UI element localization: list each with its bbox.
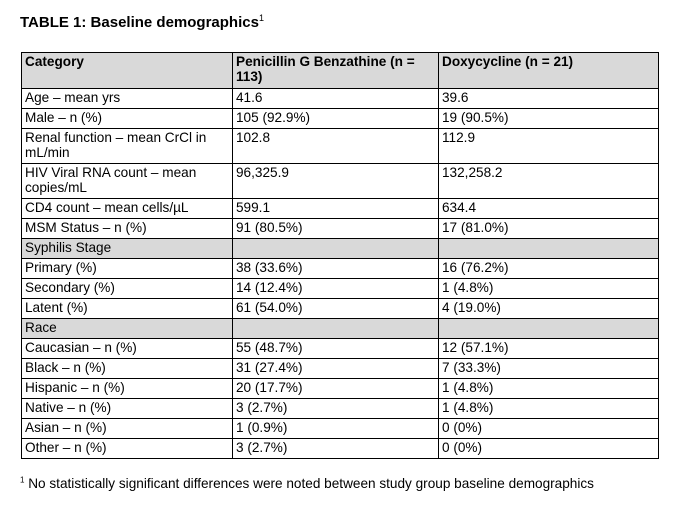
cell-category: CD4 count – mean cells/µL [21, 198, 233, 219]
cell-penicillin: 599.1 [232, 198, 439, 219]
table-title: TABLE 1: Baseline demographics1 [20, 13, 264, 32]
header-row: Category Penicillin G Benzathine (n = 11… [21, 52, 659, 89]
table-row: HIV Viral RNA count – mean copies/mL 96,3… [21, 163, 659, 199]
column-header-doxycycline: Doxycycline (n = 21) [438, 52, 659, 89]
table-row: Latent (%) 61 (54.0%) 4 (19.0%) [21, 298, 659, 319]
cell-doxycycline: 17 (81.0%) [438, 218, 659, 239]
section-row: Race [21, 318, 659, 339]
demographics-table: Category Penicillin G Benzathine (n = 11… [21, 52, 659, 459]
section-row: Syphilis Stage [21, 238, 659, 259]
cell-category: Other – n (%) [21, 438, 233, 459]
cell-doxycycline: 0 (0%) [438, 418, 659, 439]
cell-penicillin: 3 (2.7%) [232, 398, 439, 419]
cell-category: HIV Viral RNA count – mean copies/mL [21, 163, 233, 199]
footnote-text: No statistically significant differences… [28, 476, 594, 491]
cell-penicillin: 1 (0.9%) [232, 418, 439, 439]
table-row: Other – n (%) 3 (2.7%) 0 (0%) [21, 438, 659, 459]
cell-penicillin: 55 (48.7%) [232, 338, 439, 359]
column-header-category: Category [21, 52, 233, 89]
cell-penicillin [232, 238, 439, 259]
table-row: Primary (%) 38 (33.6%) 16 (76.2%) [21, 258, 659, 279]
table-row: Hispanic – n (%) 20 (17.7%) 1 (4.8%) [21, 378, 659, 399]
cell-doxycycline: 12 (57.1%) [438, 338, 659, 359]
cell-penicillin: 20 (17.7%) [232, 378, 439, 399]
cell-doxycycline: 1 (4.8%) [438, 378, 659, 399]
cell-category: Syphilis Stage [21, 238, 233, 259]
cell-category: Age – mean yrs [21, 88, 233, 109]
table-row: MSM Status – n (%) 91 (80.5%) 17 (81.0%) [21, 218, 659, 239]
cell-doxycycline: 1 (4.8%) [438, 398, 659, 419]
cell-penicillin: 14 (12.4%) [232, 278, 439, 299]
cell-doxycycline [438, 318, 659, 339]
cell-doxycycline: 39.6 [438, 88, 659, 109]
cell-category: Asian – n (%) [21, 418, 233, 439]
cell-doxycycline: 1 (4.8%) [438, 278, 659, 299]
cell-doxycycline [438, 238, 659, 259]
table-body: Age – mean yrs 41.6 39.6 Male – n (%) 105 (9… [21, 88, 659, 459]
table-row: Renal function – mean CrCl in mL/min 102.… [21, 128, 659, 164]
cell-doxycycline: 0 (0%) [438, 438, 659, 459]
footnote: 1 No statistically significant differenc… [20, 473, 640, 494]
column-header-penicillin: Penicillin G Benzathine (n = 113) [232, 52, 439, 89]
cell-category: Hispanic – n (%) [21, 378, 233, 399]
cell-doxycycline: 132,258.2 [438, 163, 659, 199]
cell-penicillin: 31 (27.4%) [232, 358, 439, 379]
table-row: CD4 count – mean cells/µL 599.1 634.4 [21, 198, 659, 219]
table-row: Asian – n (%) 1 (0.9%) 0 (0%) [21, 418, 659, 439]
title-footnote-marker: 1 [258, 13, 264, 23]
cell-penicillin: 102.8 [232, 128, 439, 164]
cell-category: Renal function – mean CrCl in mL/min [21, 128, 233, 164]
cell-penicillin: 91 (80.5%) [232, 218, 439, 239]
cell-penicillin: 61 (54.0%) [232, 298, 439, 319]
table-row: Black – n (%) 31 (27.4%) 7 (33.3%) [21, 358, 659, 379]
cell-category: Primary (%) [21, 258, 233, 279]
cell-category: Latent (%) [21, 298, 233, 319]
cell-category: Caucasian – n (%) [21, 338, 233, 359]
cell-doxycycline: 634.4 [438, 198, 659, 219]
cell-category: Black – n (%) [21, 358, 233, 379]
table-row: Caucasian – n (%) 55 (48.7%) 12 (57.1%) [21, 338, 659, 359]
cell-penicillin [232, 318, 439, 339]
cell-penicillin: 38 (33.6%) [232, 258, 439, 279]
cell-penicillin: 96,325.9 [232, 163, 439, 199]
cell-penicillin: 105 (92.9%) [232, 108, 439, 129]
cell-penicillin: 41.6 [232, 88, 439, 109]
table-row: Native – n (%) 3 (2.7%) 1 (4.8%) [21, 398, 659, 419]
table-title-text: TABLE 1: Baseline demographics [20, 14, 259, 31]
cell-penicillin: 3 (2.7%) [232, 438, 439, 459]
table-row: Secondary (%) 14 (12.4%) 1 (4.8%) [21, 278, 659, 299]
table-row: Male – n (%) 105 (92.9%) 19 (90.5%) [21, 108, 659, 129]
footnote-marker: 1 [20, 475, 25, 485]
cell-category: MSM Status – n (%) [21, 218, 233, 239]
cell-category: Male – n (%) [21, 108, 233, 129]
cell-doxycycline: 4 (19.0%) [438, 298, 659, 319]
cell-doxycycline: 16 (76.2%) [438, 258, 659, 279]
table-row: Age – mean yrs 41.6 39.6 [21, 88, 659, 109]
cell-category: Native – n (%) [21, 398, 233, 419]
cell-doxycycline: 112.9 [438, 128, 659, 164]
cell-category: Secondary (%) [21, 278, 233, 299]
cell-doxycycline: 7 (33.3%) [438, 358, 659, 379]
cell-doxycycline: 19 (90.5%) [438, 108, 659, 129]
cell-category: Race [21, 318, 233, 339]
